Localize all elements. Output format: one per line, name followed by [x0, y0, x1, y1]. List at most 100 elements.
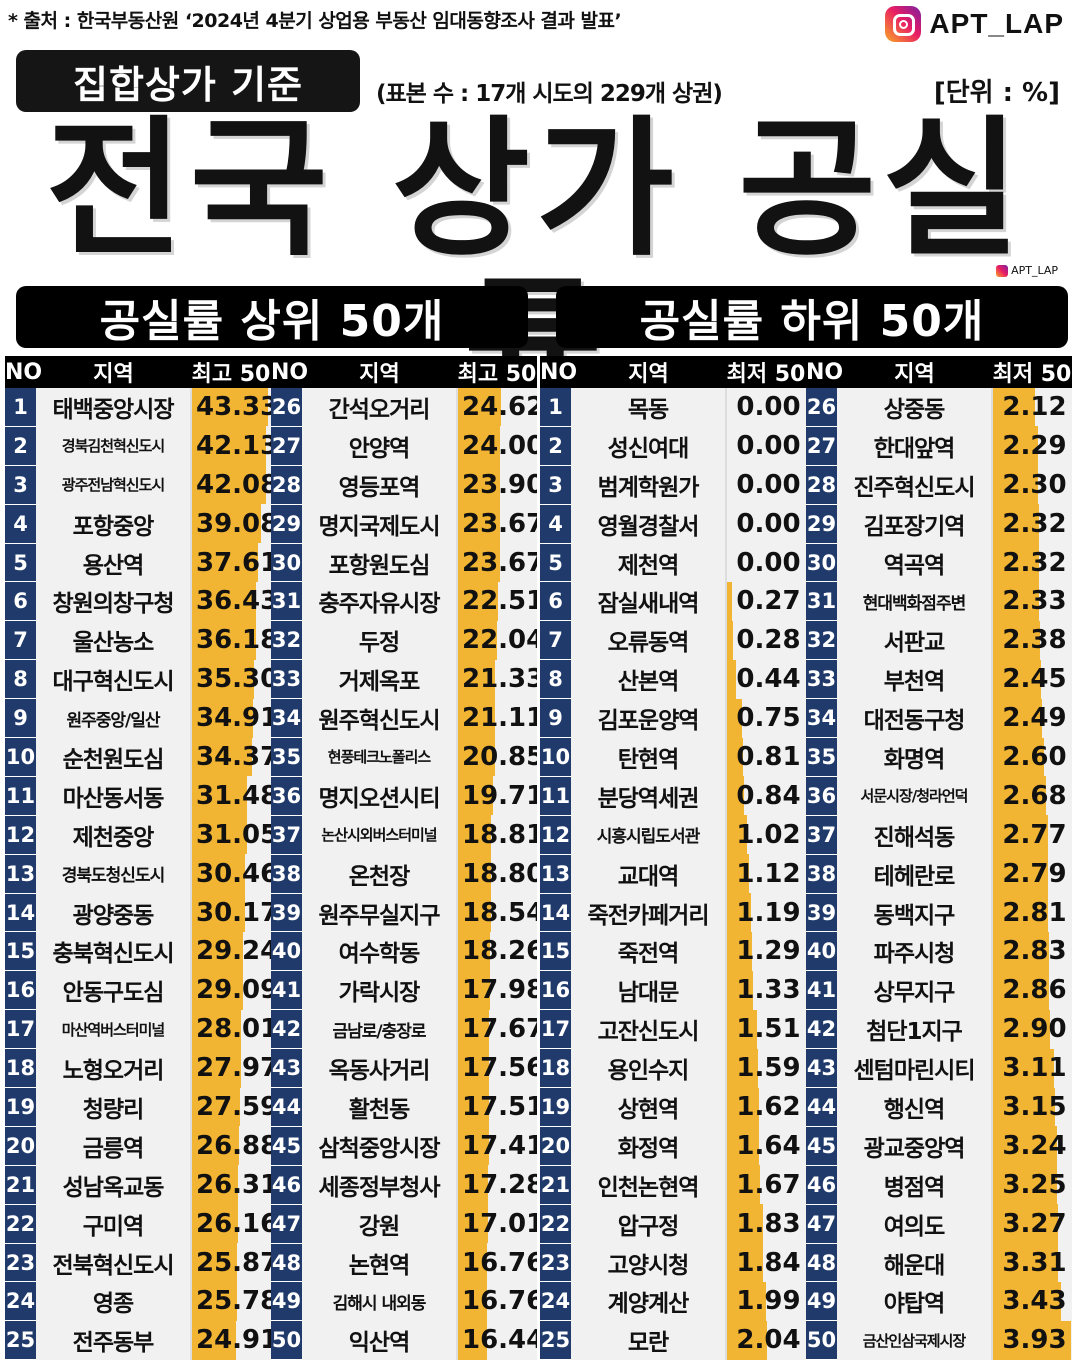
- vacancy-value-cell: 1.83: [726, 1204, 806, 1243]
- vacancy-value-cell: 1.29: [726, 932, 806, 971]
- rank-number: 4: [540, 504, 571, 543]
- rank-number: 13: [5, 854, 36, 893]
- region-name: 금릉역: [36, 1126, 191, 1165]
- vacancy-value-cell: 29.09: [191, 971, 271, 1010]
- rank-number: 28: [806, 465, 837, 504]
- rank-number: 19: [540, 1088, 571, 1127]
- vacancy-value: 2.81: [998, 898, 1066, 928]
- vacancy-value-cell: 2.81: [992, 893, 1072, 932]
- region-name: 원주무실지구: [302, 893, 457, 932]
- rank-number: 25: [5, 1321, 36, 1360]
- vacancy-value: 24.91: [192, 1325, 271, 1355]
- region-name: 분당역세권: [571, 776, 726, 815]
- vacancy-value: 0.27: [732, 586, 800, 616]
- region-name: 전북혁신도시: [36, 1243, 191, 1282]
- rank-number: 2: [5, 426, 36, 465]
- vacancy-value-cell: 16.76: [457, 1282, 537, 1321]
- region-name: 제천역: [571, 543, 726, 582]
- rank-number: 9: [540, 699, 571, 738]
- vacancy-value: 2.30: [998, 470, 1066, 500]
- col-region: 지역: [837, 356, 992, 388]
- vacancy-value: 3.24: [998, 1131, 1066, 1161]
- vacancy-value-cell: 42.08: [191, 465, 271, 504]
- region-name: 명지국제도시: [302, 504, 457, 543]
- instagram-icon: [885, 6, 921, 42]
- vacancy-value: 34.37: [192, 742, 271, 772]
- vacancy-value-cell: 17.41: [457, 1126, 537, 1165]
- rank-number: 43: [806, 1049, 837, 1088]
- rank-number: 17: [5, 1010, 36, 1049]
- rank-number: 37: [806, 815, 837, 854]
- vacancy-value: 2.29: [998, 431, 1066, 461]
- rank-number: 3: [5, 465, 36, 504]
- vacancy-value: 23.90: [458, 470, 537, 500]
- vacancy-value: 21.33: [458, 664, 537, 694]
- rank-number: 24: [540, 1282, 571, 1321]
- vacancy-value: 1.67: [732, 1170, 800, 1200]
- vacancy-value: 30.17: [192, 898, 271, 928]
- table-row: 22 구미역 26.16 47 강원 17.01 22 압구정 1.83 47 여의도 3.27: [5, 1204, 1072, 1243]
- vacancy-value: 31.48: [192, 781, 271, 811]
- region-name: 진주혁신도시: [837, 465, 992, 504]
- rank-number: 18: [540, 1049, 571, 1088]
- region-name: 병점역: [837, 1165, 992, 1204]
- rank-number: 6: [5, 582, 36, 621]
- vacancy-value: 0.00: [732, 392, 800, 422]
- vacancy-value-cell: 26.16: [191, 1204, 271, 1243]
- vacancy-value-cell: 20.85: [457, 738, 537, 777]
- vacancy-value: 30.46: [192, 859, 271, 889]
- rank-number: 36: [271, 776, 302, 815]
- vacancy-value-cell: 2.86: [992, 971, 1072, 1010]
- region-name: 청량리: [36, 1088, 191, 1127]
- vacancy-value-cell: 2.60: [992, 738, 1072, 777]
- region-name: 모란: [571, 1321, 726, 1360]
- rank-number: 50: [271, 1321, 302, 1360]
- vacancy-value-cell: 2.77: [992, 815, 1072, 854]
- region-name: 여의도: [837, 1204, 992, 1243]
- vacancy-value-cell: 0.00: [726, 543, 806, 582]
- vacancy-value: 0.81: [732, 742, 800, 772]
- region-name: 영등포역: [302, 465, 457, 504]
- table-row: 15 충북혁신도시 29.24 40 여수학동 18.26 15 죽전역 1.29 40 파주시청 2…: [5, 932, 1072, 971]
- region-name: 고잔신도시: [571, 1010, 726, 1049]
- vacancy-value-cell: 24.91: [191, 1321, 271, 1360]
- vacancy-value: 3.27: [998, 1209, 1066, 1239]
- table-row: 23 전북혁신도시 25.87 48 논현역 16.76 23 고양시청 1.84 48 해운대 3.…: [5, 1243, 1072, 1282]
- region-name: 광교중앙역: [837, 1126, 992, 1165]
- region-name: 교대역: [571, 854, 726, 893]
- vacancy-value-cell: 36.18: [191, 621, 271, 660]
- vacancy-value-cell: 43.33: [191, 388, 271, 426]
- rank-number: 16: [540, 971, 571, 1010]
- vacancy-value-cell: 28.01: [191, 1010, 271, 1049]
- small-brand: APT_LAP: [996, 264, 1058, 277]
- rank-number: 6: [540, 582, 571, 621]
- rank-number: 40: [806, 932, 837, 971]
- region-name: 오류동역: [571, 621, 726, 660]
- region-name: 충주자유시장: [302, 582, 457, 621]
- vacancy-value-cell: 2.45: [992, 660, 1072, 699]
- vacancy-value-cell: 3.25: [992, 1165, 1072, 1204]
- rank-number: 3: [540, 465, 571, 504]
- rank-number: 7: [540, 621, 571, 660]
- vacancy-value-cell: 2.04: [726, 1321, 806, 1360]
- source-note: * 출처 : 한국부동산원 ‘2024년 4분기 상업용 부동산 임대동향조사 …: [8, 6, 621, 33]
- col-region: 지역: [36, 356, 191, 388]
- small-brand-name: APT_LAP: [1011, 264, 1058, 277]
- vacancy-value: 1.62: [732, 1092, 800, 1122]
- rank-number: 29: [271, 504, 302, 543]
- region-name: 한대앞역: [837, 426, 992, 465]
- vacancy-value-cell: 18.26: [457, 932, 537, 971]
- vacancy-value: 1.02: [732, 820, 800, 850]
- vacancy-value-cell: 23.90: [457, 465, 537, 504]
- col-region: 지역: [302, 356, 457, 388]
- rank-number: 47: [806, 1204, 837, 1243]
- region-name: 영종: [36, 1282, 191, 1321]
- region-name: 경북도청신도시: [36, 854, 191, 893]
- vacancy-value: 2.79: [998, 859, 1066, 889]
- region-name: 제천중앙: [36, 815, 191, 854]
- col-top-value: 최고 50: [191, 356, 271, 388]
- vacancy-value-cell: 2.30: [992, 465, 1072, 504]
- vacancy-value-cell: 25.87: [191, 1243, 271, 1282]
- region-name: 성신여대: [571, 426, 726, 465]
- vacancy-value-cell: 34.37: [191, 738, 271, 777]
